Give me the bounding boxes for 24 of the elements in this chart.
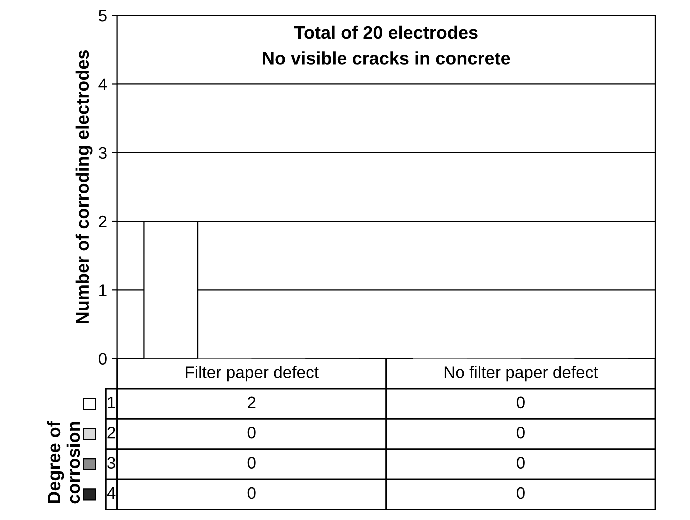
data-label: 0	[516, 457, 525, 469]
legend-label: 1	[108, 396, 116, 408]
legend-label: 2	[108, 426, 116, 439]
data-label: 0	[248, 487, 256, 500]
legend-title: Degree of corrosion	[47, 421, 80, 504]
data-label: 0	[516, 396, 525, 409]
data-label: 0	[516, 487, 525, 500]
y-tick-label: 3	[98, 147, 107, 160]
annotation: No visible cracks in concrete	[263, 52, 510, 65]
y-axis-title: Number of corroding electrodes	[76, 50, 93, 324]
legend-label: 4	[107, 488, 116, 500]
y-tick-label: 1	[100, 284, 107, 296]
x-tick-label: Filter paper defect	[186, 366, 319, 382]
y-tick-label: 0	[98, 353, 107, 366]
annotation: Total of 20 electrodes	[294, 26, 478, 40]
legend-label: 3	[108, 457, 116, 469]
y-tick-label: 5	[98, 10, 107, 22]
data-label: 2	[248, 396, 256, 408]
data-label: 0	[248, 457, 256, 469]
data-label: 0	[248, 426, 256, 439]
y-tick-label: 2	[99, 216, 107, 228]
data-label: 0	[516, 426, 525, 439]
y-tick-label: 4	[98, 78, 108, 90]
x-tick-label: No filter paper defect	[444, 366, 598, 382]
